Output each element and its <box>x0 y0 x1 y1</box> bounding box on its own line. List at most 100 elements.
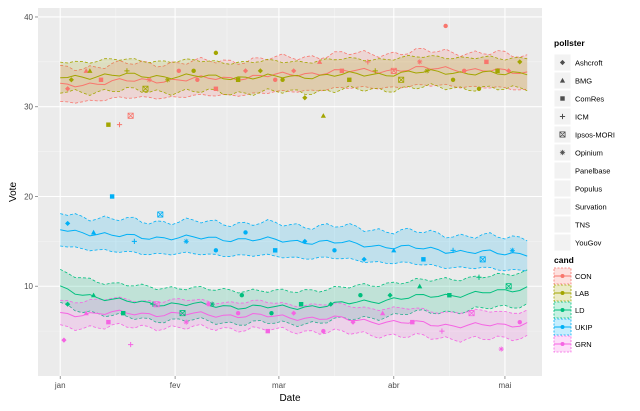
point-con <box>417 59 423 65</box>
point-con <box>116 122 123 128</box>
band-upper-grn <box>60 296 528 314</box>
point-con <box>213 86 219 91</box>
point-ukip <box>157 211 164 218</box>
pollster-legend-key <box>553 197 572 216</box>
point-lab <box>213 50 219 56</box>
point-ld <box>447 293 452 298</box>
point-lab <box>124 68 130 74</box>
cand-legend-dot <box>560 291 565 295</box>
cand-legend-label: GRN <box>575 340 592 349</box>
poll-points <box>61 23 523 352</box>
point-ukip <box>272 248 278 253</box>
cand-legend-dot <box>560 308 565 312</box>
point-ld <box>90 292 97 298</box>
point-ukip <box>109 194 115 199</box>
cand-legend-label: CON <box>575 272 592 281</box>
point-lab <box>165 77 171 83</box>
pollster-legend-label: Ipsos-MORI <box>575 131 615 140</box>
pollster-legend-label: ComRes <box>575 95 604 104</box>
point-con <box>317 59 323 64</box>
point-ld <box>121 310 126 316</box>
y-axis-title: Vote <box>8 182 19 202</box>
band-upper-con <box>60 47 528 72</box>
cand-legend-label: LD <box>575 306 585 315</box>
point-ukip <box>243 230 248 235</box>
point-ld <box>358 293 363 298</box>
point-ld <box>387 292 393 298</box>
band-upper-ukip <box>60 213 528 242</box>
point-lab <box>398 76 405 83</box>
point-grn <box>439 328 445 334</box>
point-ukip <box>421 257 426 262</box>
pollster-legend-key <box>553 179 572 198</box>
point-ukip <box>183 238 189 244</box>
cand-legend-label: LAB <box>575 289 589 298</box>
point-ukip <box>361 256 367 262</box>
point-con <box>195 77 200 83</box>
trend-grn <box>60 309 528 329</box>
point-lab <box>235 77 241 83</box>
point-grn <box>350 319 356 325</box>
cand-legend-title: cand <box>554 255 574 265</box>
point-grn <box>183 319 189 325</box>
point-con <box>365 59 371 65</box>
x-tick-label: abr <box>388 381 400 390</box>
pollster-legend-label: BMG <box>575 77 592 86</box>
point-grn <box>206 301 211 307</box>
band-lower-con <box>60 83 528 104</box>
pollster-legend-label: Survation <box>575 203 607 212</box>
point-con <box>242 68 249 74</box>
point-grn <box>235 310 241 316</box>
point-con <box>127 112 134 119</box>
pollster-legend-title: pollster <box>554 38 585 48</box>
cand-legend-label: UKIP <box>575 323 593 332</box>
pollster-legend-label: Panelbase <box>575 167 610 176</box>
pollster-legend: pollster Ashcroft BMG ComRes ICM Ipsos-MORI O… <box>553 38 615 252</box>
point-con <box>461 68 467 74</box>
point-lab <box>450 77 456 83</box>
point-grn <box>380 310 386 316</box>
cand-legend-dot <box>560 342 565 346</box>
band-lower-lab <box>60 83 528 97</box>
point-ld <box>505 283 512 290</box>
band-lower-grn <box>60 322 528 343</box>
point-ld <box>209 301 215 307</box>
band-ukip <box>60 213 528 272</box>
x-axis-ticks: jan fev mar abr mai <box>54 376 512 390</box>
point-ukip <box>479 256 486 263</box>
point-con <box>506 68 512 74</box>
point-lab <box>106 122 111 127</box>
cand-legend-dot <box>560 325 565 329</box>
point-ld <box>150 301 156 307</box>
point-ld <box>298 301 304 307</box>
trend-lab <box>60 69 528 81</box>
point-lab <box>280 77 285 83</box>
y-tick-label: 30 <box>24 103 33 112</box>
point-grn <box>410 319 415 325</box>
point-lab <box>191 68 196 74</box>
point-grn <box>468 310 475 317</box>
point-ld <box>239 293 245 298</box>
pollster-legend-symbol <box>559 149 566 156</box>
pollster-legend-label: Opinium <box>575 149 603 158</box>
point-con <box>176 68 182 74</box>
band-ld <box>60 269 528 327</box>
point-lab <box>87 68 93 73</box>
trend-ukip <box>60 229 528 257</box>
point-grn <box>61 337 67 343</box>
cand-legend-dot <box>560 274 565 278</box>
pollster-legend-symbol <box>560 96 565 101</box>
point-grn <box>498 346 504 352</box>
x-tick-label: mar <box>272 381 286 390</box>
point-grn <box>321 328 326 334</box>
point-lab <box>476 86 482 91</box>
pollster-legend-label: YouGov <box>575 239 602 248</box>
point-con <box>339 68 345 74</box>
pollster-legend-label: ICM <box>575 113 589 122</box>
pollster-legend-symbol <box>559 131 566 138</box>
point-grn <box>517 319 522 325</box>
y-axis-ticks: 10 20 30 40 <box>24 13 38 291</box>
pollster-legend-label: Populus <box>575 185 602 194</box>
pollster-legend-label: Ashcroft <box>575 59 603 68</box>
point-ld <box>476 274 482 280</box>
